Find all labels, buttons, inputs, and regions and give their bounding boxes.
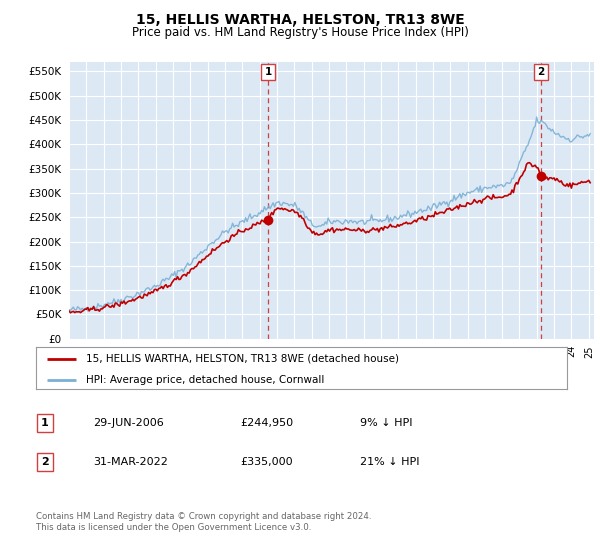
Text: 31-MAR-2022: 31-MAR-2022 — [93, 457, 168, 467]
Text: 2: 2 — [538, 67, 545, 77]
Text: Price paid vs. HM Land Registry's House Price Index (HPI): Price paid vs. HM Land Registry's House … — [131, 26, 469, 39]
Text: HPI: Average price, detached house, Cornwall: HPI: Average price, detached house, Corn… — [86, 375, 325, 385]
Text: 15, HELLIS WARTHA, HELSTON, TR13 8WE (detached house): 15, HELLIS WARTHA, HELSTON, TR13 8WE (de… — [86, 354, 400, 364]
Text: 9% ↓ HPI: 9% ↓ HPI — [360, 418, 413, 428]
Text: £335,000: £335,000 — [240, 457, 293, 467]
Text: 2: 2 — [41, 457, 49, 467]
Text: 21% ↓ HPI: 21% ↓ HPI — [360, 457, 419, 467]
Text: Contains HM Land Registry data © Crown copyright and database right 2024.
This d: Contains HM Land Registry data © Crown c… — [36, 512, 371, 532]
Text: 29-JUN-2006: 29-JUN-2006 — [93, 418, 164, 428]
Text: 15, HELLIS WARTHA, HELSTON, TR13 8WE: 15, HELLIS WARTHA, HELSTON, TR13 8WE — [136, 13, 464, 27]
Text: £244,950: £244,950 — [240, 418, 293, 428]
Text: 1: 1 — [265, 67, 272, 77]
Text: 1: 1 — [41, 418, 49, 428]
